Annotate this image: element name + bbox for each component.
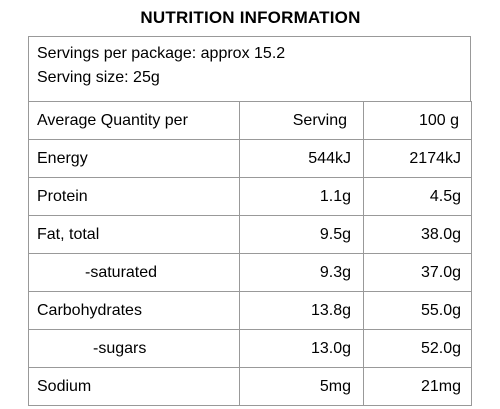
per-serving-value: 9.5g (239, 215, 364, 254)
per-100g-value: 55.0g (363, 291, 472, 330)
nutrition-table: Average Quantity per Serving 100 g Energ… (28, 101, 472, 406)
per-serving-value: 544kJ (239, 139, 364, 178)
table-row: -saturated 9.3g 37.0g (28, 253, 472, 292)
nutrient-name: Energy (28, 139, 240, 178)
per-100g-value: 4.5g (363, 177, 472, 216)
serving-size: Serving size: 25g (37, 69, 160, 86)
per-100g-value: 21mg (363, 367, 472, 406)
table-header-row: Average Quantity per Serving 100 g (28, 101, 472, 140)
nutrition-panel: NUTRITION INFORMATION Servings per packa… (28, 0, 473, 409)
servings-per-package: Servings per package: approx 15.2 (37, 45, 286, 62)
per-100g-value: 38.0g (363, 215, 472, 254)
nutrient-name: Carbohydrates (28, 291, 240, 330)
servings-info-box: Servings per package: approx 15.2 Servin… (28, 36, 471, 102)
column-header-serving: Serving (239, 101, 364, 140)
column-header-per-100g: 100 g (363, 101, 472, 140)
table-row: Carbohydrates 13.8g 55.0g (28, 291, 472, 330)
table-row: -sugars 13.0g 52.0g (28, 329, 472, 368)
column-header-label: Average Quantity per (28, 101, 240, 140)
per-serving-value: 5mg (239, 367, 364, 406)
nutrient-name: -sugars (28, 329, 240, 368)
table-row: Protein 1.1g 4.5g (28, 177, 472, 216)
panel-title: NUTRITION INFORMATION (140, 8, 361, 27)
per-serving-value: 9.3g (239, 253, 364, 292)
nutrient-name: Protein (28, 177, 240, 216)
per-serving-value: 13.8g (239, 291, 364, 330)
per-serving-value: 13.0g (239, 329, 364, 368)
nutrient-name: -saturated (28, 253, 240, 292)
per-serving-value: 1.1g (239, 177, 364, 216)
nutrient-name: Sodium (28, 367, 240, 406)
table-row: Fat, total 9.5g 38.0g (28, 215, 472, 254)
per-100g-value: 2174kJ (363, 139, 472, 178)
table-row: Sodium 5mg 21mg (28, 367, 472, 406)
per-100g-value: 52.0g (363, 329, 472, 368)
nutrient-name: Fat, total (28, 215, 240, 254)
per-100g-value: 37.0g (363, 253, 472, 292)
table-row: Energy 544kJ 2174kJ (28, 139, 472, 178)
